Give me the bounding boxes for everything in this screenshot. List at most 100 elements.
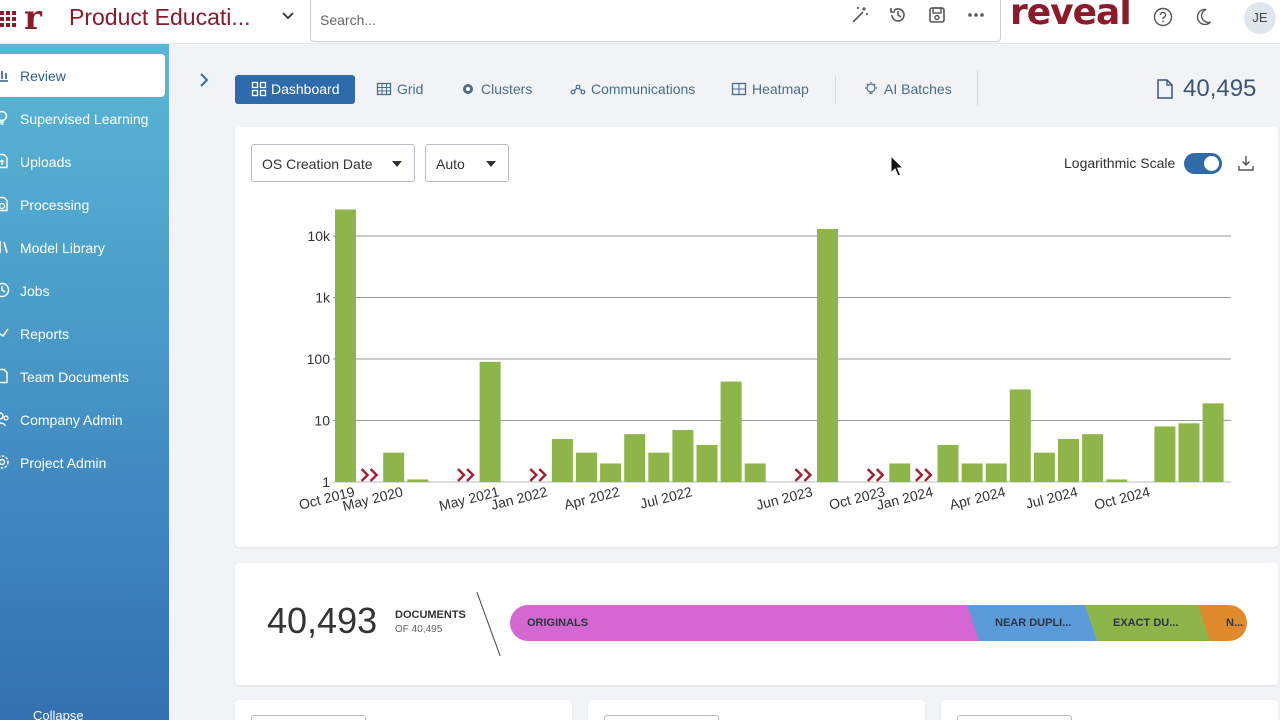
chart-bar [889,463,911,482]
sidebar-item-label: Company Admin [20,412,123,428]
moon-icon[interactable] [1193,7,1213,27]
chart-bar [1154,426,1176,482]
bar-chart-icon [0,71,8,82]
sidebar-item-processing[interactable]: Processing [0,183,165,226]
history-icon[interactable] [888,5,908,25]
breakdown-segment[interactable]: ORIGINALS [510,605,981,641]
sidebar-item-reports[interactable]: Reports [0,312,165,355]
sidebar-item-team-documents[interactable]: Team Documents [0,355,165,398]
sidebar-item-project-admin[interactable]: Project Admin [0,441,165,484]
apps-grid-icon[interactable] [0,11,16,27]
sidebar-item-label: Supervised Learning [20,111,149,127]
clock-icon [0,282,10,298]
interval-select[interactable]: Auto [425,144,509,182]
search-box [310,0,1001,42]
bulb-icon [0,110,8,125]
chart-bar [383,452,405,482]
grid-icon [376,82,392,96]
document-total-count: 40,495 [1183,75,1257,102]
toggle-knob [1204,156,1219,171]
x-tick-label: Jan 2022 [489,483,549,513]
caret-down-icon [392,161,402,167]
segment-label: N... [1226,617,1244,629]
chart-bar [551,439,573,482]
sidebar-item-label: Reports [20,326,70,342]
chart-bar [720,381,742,482]
sidebar-item-jobs[interactable]: Jobs [0,269,165,312]
chart-bar [696,444,718,482]
widget-card [235,700,572,720]
sidebar-item-uploads[interactable]: Uploads [0,140,165,183]
date-field-value: OS Creation Date [262,156,373,172]
timeline-gap-marker [529,468,547,482]
chevron-down-icon[interactable] [280,8,296,24]
users-icon [0,412,9,427]
save-icon[interactable] [927,5,947,25]
x-tick-label: Apr 2022 [562,483,621,512]
sidebar-item-label: Processing [20,197,90,213]
documents-sublabel: OF 40,495 [395,624,443,635]
timeline-gap-marker [915,468,933,482]
network-icon [570,84,586,95]
reveal-r-logo: r [24,0,42,38]
widget-card [588,700,925,720]
chart-bar [985,463,1007,482]
chart-bar [961,463,983,482]
tab-dashboard[interactable]: Dashboard [235,75,355,104]
mouse-cursor-icon [890,155,905,177]
breakdown-segment[interactable]: EXACT DU... [1085,605,1212,641]
chart-bar [817,228,838,482]
download-icon[interactable] [1237,154,1255,172]
top-bar: r Product Educati... reveal JE [0,0,1280,44]
tab-clusters[interactable]: Clusters [460,75,550,104]
timeline-gap-marker [866,468,885,482]
sidebar-item-model-library[interactable]: Model Library [0,226,165,269]
widget-select[interactable] [604,715,719,720]
report-icon [0,328,9,338]
chart-bar [1082,434,1104,482]
sidebar-item-supervised-learning[interactable]: Supervised Learning [0,97,165,140]
collapse-sidebar-button[interactable]: Collapse [33,708,84,720]
chart-bar [1106,479,1128,482]
chart-bar [335,209,356,482]
y-tick-label: 100 [307,351,331,367]
tab-heatmap[interactable]: Heatmap [731,75,821,104]
sidebar-item-review[interactable]: Review [0,54,165,97]
x-tick-label: Jul 2022 [638,483,693,511]
chart-bar [1033,452,1055,482]
tab-label: Grid [397,81,424,97]
tab-ai-batches[interactable]: AI Batches [863,75,963,104]
chevron-right-icon[interactable] [196,72,212,88]
chart-bar [624,434,646,482]
avatar[interactable]: JE [1244,2,1276,34]
date-field-select[interactable]: OS Creation Date [251,144,415,182]
chart-bar [479,361,501,482]
ai-bulb-icon [865,82,877,95]
tab-communications[interactable]: Communications [570,75,710,104]
duplicate-breakdown-bar: ORIGINALS NEAR DUPLI... EXACT DU... N... [510,605,1247,641]
breakdown-segment[interactable]: NEAR DUPLI... [967,605,1099,641]
tab-grid[interactable]: Grid [376,75,436,104]
widget-select[interactable] [957,715,1072,720]
search-input[interactable] [320,12,820,28]
x-tick-label: Oct 2024 [1093,483,1152,512]
segment-label: EXACT DU... [1113,617,1179,629]
upload-doc-icon [0,153,8,169]
widget-select[interactable] [251,715,366,720]
tab-label: Heatmap [752,81,809,97]
help-icon[interactable] [1153,7,1173,27]
interval-value: Auto [436,156,465,172]
timeline-gap-marker [794,468,813,482]
documents-count: 40,493 [267,600,378,641]
sidebar-item-label: Model Library [20,240,105,256]
widget-card [941,700,1278,720]
magic-wand-icon[interactable] [850,5,870,25]
log-scale-toggle[interactable] [1184,153,1222,174]
sidebar: Review Supervised Learning Uploads Proce… [0,44,169,720]
project-title[interactable]: Product Educati... [69,4,251,30]
y-tick-label: 10 [314,413,330,429]
caret-down-icon [486,161,496,167]
tab-label: Clusters [481,81,533,97]
more-options-icon[interactable] [966,5,986,25]
sidebar-item-company-admin[interactable]: Company Admin [0,398,165,441]
